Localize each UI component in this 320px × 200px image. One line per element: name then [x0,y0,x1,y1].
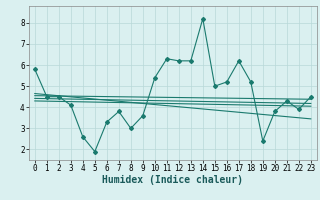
X-axis label: Humidex (Indice chaleur): Humidex (Indice chaleur) [102,175,243,185]
